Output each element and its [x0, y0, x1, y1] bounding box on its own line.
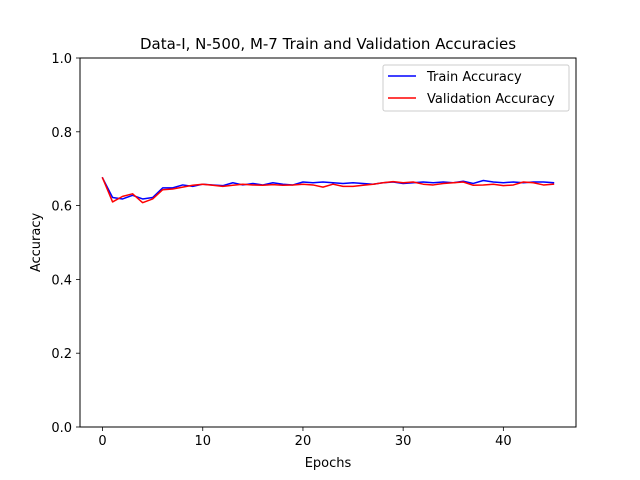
x-tick-label: 40	[495, 434, 512, 449]
plot-frame	[79, 57, 577, 428]
y-tick-label: 0.0	[51, 421, 72, 436]
x-tick-label: 30	[395, 434, 412, 449]
legend-label-train: Train Accuracy	[426, 70, 522, 85]
x-tick-label: 20	[295, 434, 312, 449]
x-axis-label: Epochs	[305, 456, 352, 471]
plot-area	[80, 58, 576, 427]
series-layer	[101, 176, 555, 204]
series-line-validation	[101, 176, 555, 204]
y-tick-label: 0.8	[51, 126, 72, 141]
series-line-train	[101, 176, 555, 200]
y-tick-label: 0.6	[51, 200, 72, 215]
legend: Train Accuracy Validation Accuracy	[382, 64, 570, 112]
x-tick-label: 0	[98, 434, 106, 449]
y-axis-label: Accuracy	[29, 213, 44, 273]
y-tick-label: 0.4	[51, 273, 72, 288]
x-axis: 0 10 20 30 40	[98, 427, 512, 449]
y-tick-label: 1.0	[51, 52, 72, 67]
y-axis: 0.0 0.2 0.4 0.6 0.8 1.0	[51, 52, 80, 436]
x-tick-label: 10	[194, 434, 211, 449]
y-tick-label: 0.2	[51, 347, 72, 362]
legend-box	[382, 64, 570, 112]
legend-label-validation: Validation Accuracy	[427, 92, 555, 107]
chart-title: Data-I, N-500, M-7 Train and Validation …	[140, 35, 516, 53]
